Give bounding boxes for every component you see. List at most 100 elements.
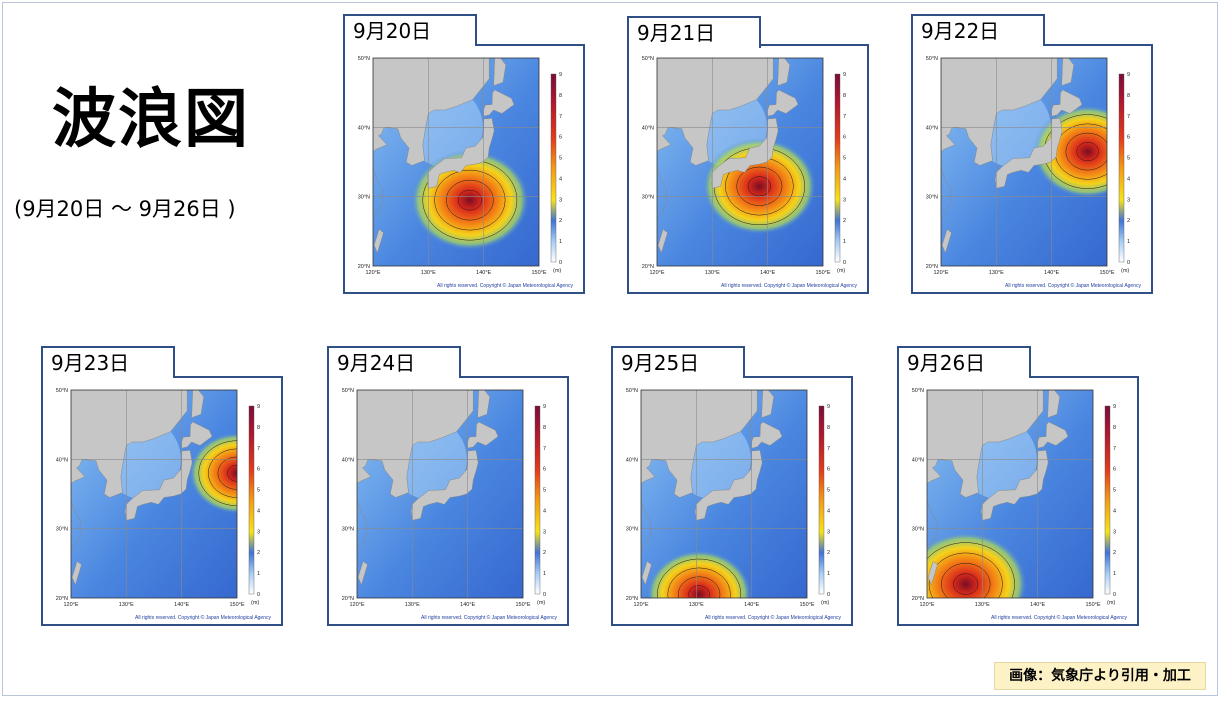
colorbar-tick: 8 (843, 93, 846, 99)
colorbar-tick: 9 (257, 404, 260, 410)
map-frame (70, 389, 238, 599)
colorbar-tick: 1 (827, 571, 830, 577)
lat-label: 50°N (56, 388, 68, 394)
page-title: 波浪図 (52, 83, 250, 157)
colorbar-tick: 0 (559, 260, 562, 266)
lat-label: 20°N (358, 264, 370, 270)
colorbar-unit: (m) (1107, 600, 1115, 606)
colorbar-tick: 1 (257, 571, 260, 577)
lon-label: 120°E (365, 270, 380, 276)
copyright-note: All rights reserved. Copyright © Japan M… (991, 615, 1127, 621)
lon-label: 150°E (799, 602, 814, 608)
lon-label: 150°E (531, 270, 546, 276)
colorbar-tick: 1 (1113, 571, 1116, 577)
colorbar-tick: 4 (1127, 176, 1130, 182)
colorbar-tick: 6 (1127, 135, 1130, 141)
colorbar-tick: 4 (843, 176, 846, 182)
lon-label: 140°E (760, 270, 775, 276)
land-taiwan (357, 560, 368, 586)
lon-label: 120°E (633, 602, 648, 608)
colorbar-tick: 5 (543, 488, 546, 494)
contour-line (677, 576, 721, 598)
colorbar-tick: 7 (257, 446, 260, 452)
colorbar-unit: (m) (537, 600, 545, 606)
map-frame (940, 57, 1108, 267)
contour-line (688, 585, 710, 598)
land-sakhalin (477, 390, 491, 419)
colorbar-tick: 3 (843, 197, 846, 203)
colorbar-tick: 7 (843, 114, 846, 120)
land-asia (941, 58, 1058, 166)
lon-label: 130°E (119, 602, 134, 608)
colorbar-unit: (m) (1121, 268, 1129, 274)
lat-label: 40°N (358, 125, 370, 131)
contour-line (1065, 132, 1107, 171)
colorbar-unit: (m) (821, 600, 829, 606)
colorbar-tick: 6 (1113, 467, 1116, 473)
lon-label: 120°E (649, 270, 664, 276)
lon-label: 130°E (705, 270, 720, 276)
colorbar-tick: 8 (257, 425, 260, 431)
land-asia (373, 58, 490, 166)
land-hokkaido (482, 89, 515, 117)
copyright-note: All rights reserved. Copyright © Japan M… (421, 615, 557, 621)
copyright-note: All rights reserved. Copyright © Japan M… (437, 283, 573, 289)
colorbar-unit: (m) (251, 600, 259, 606)
contour-line (446, 179, 494, 221)
lon-label: 120°E (933, 270, 948, 276)
colorbar-tick: 7 (827, 446, 830, 452)
land-japan (426, 118, 495, 189)
lat-label: 30°N (626, 527, 638, 533)
image-credit: 画像：気象庁より引用・加工 (994, 662, 1206, 690)
wave-map-panel: 50°N 40°N 30°N 20°N 120°E 130°E 140°E 150°E 9 8 7 6… (41, 376, 283, 626)
colorbar-tick: 3 (257, 529, 260, 535)
land-sakhalin (1047, 390, 1061, 419)
contour-line (434, 169, 506, 231)
colorbar-tick: 0 (1113, 592, 1116, 598)
colorbar-tick: 8 (543, 425, 546, 431)
colorbar-tick: 2 (1127, 218, 1130, 224)
panel-date-tab: 9月26日 (897, 346, 1031, 378)
lat-label: 40°N (342, 457, 354, 463)
colorbar-tick: 9 (1127, 72, 1130, 78)
land-hokkaido (750, 421, 783, 449)
colorbar-tick: 9 (843, 72, 846, 78)
wave-map-panel: 50°N 40°N 30°N 20°N 120°E 130°E 140°E 150°E 9 8 7 6… (627, 44, 869, 294)
colorbar-unit: (m) (837, 268, 845, 274)
lon-label: 120°E (919, 602, 934, 608)
colorbar-tick: 6 (843, 135, 846, 141)
land-taiwan (941, 228, 952, 254)
colorbar-tick: 9 (559, 72, 562, 78)
land-taiwan (71, 560, 82, 586)
colorbar-tick: 3 (1127, 197, 1130, 203)
lon-label: 140°E (476, 270, 491, 276)
colorbar-tick: 3 (1113, 529, 1116, 535)
lon-label: 150°E (229, 602, 244, 608)
colorbar-tick: 5 (827, 488, 830, 494)
panel-date-tab: 9月24日 (327, 346, 461, 378)
wave-height-colorbar (1118, 73, 1125, 263)
land-sakhalin (761, 390, 775, 419)
colorbar-tick: 4 (559, 176, 562, 182)
contour-line (667, 567, 731, 598)
colorbar-tick: 5 (1113, 488, 1116, 494)
colorbar-tick: 4 (1113, 508, 1116, 514)
wave-peak-area (410, 150, 529, 251)
map-frame (640, 389, 808, 599)
land-hokkaido (466, 421, 499, 449)
colorbar-tick: 6 (559, 135, 562, 141)
land-hokkaido (766, 89, 799, 117)
lon-label: 140°E (460, 602, 475, 608)
land-asia (657, 58, 774, 166)
panel-date-tab: 9月21日 (627, 16, 761, 48)
land-taiwan (657, 228, 668, 254)
colorbar-tick: 7 (1127, 114, 1130, 120)
wave-height-colorbar (248, 405, 255, 595)
colorbar-tick: 4 (827, 508, 830, 514)
map-frame (356, 389, 524, 599)
